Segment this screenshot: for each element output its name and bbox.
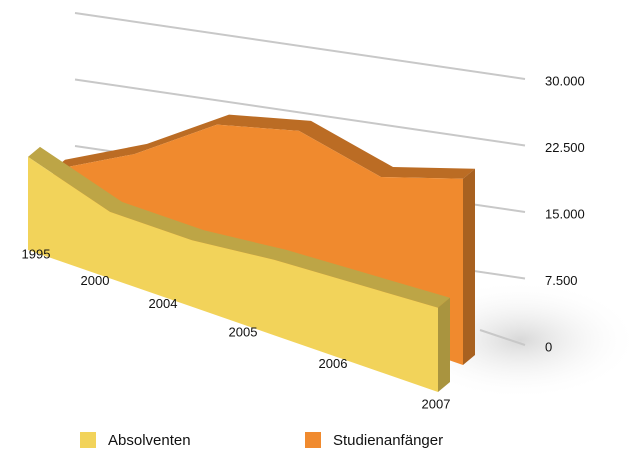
y-tick-label: 15.000 (545, 206, 585, 221)
legend-swatch (80, 432, 96, 448)
grid-line (479, 329, 526, 346)
x-tick-label: 2006 (319, 356, 348, 371)
legend-label: Studienanfänger (333, 432, 443, 449)
y-tick-label: 22.500 (545, 140, 585, 155)
grid-line (74, 78, 526, 147)
legend-label: Absolventen (108, 432, 191, 449)
x-tick-label: 2004 (149, 296, 178, 311)
x-tick-label: 2005 (229, 325, 258, 340)
x-tick-label: 2007 (422, 396, 451, 411)
legend-swatch (305, 432, 321, 448)
area-top-face (28, 146, 450, 308)
grid-line (74, 12, 526, 80)
area-side-face (463, 168, 475, 365)
x-tick-label: 2000 (81, 273, 110, 288)
y-tick-label: 0 (545, 339, 552, 354)
x-tick-label: 1995 (22, 246, 51, 261)
area-side-face (438, 297, 450, 392)
y-tick-label: 30.000 (545, 73, 585, 88)
y-tick-label: 7.500 (545, 273, 578, 288)
area-top-face (53, 114, 475, 179)
area (28, 156, 438, 392)
